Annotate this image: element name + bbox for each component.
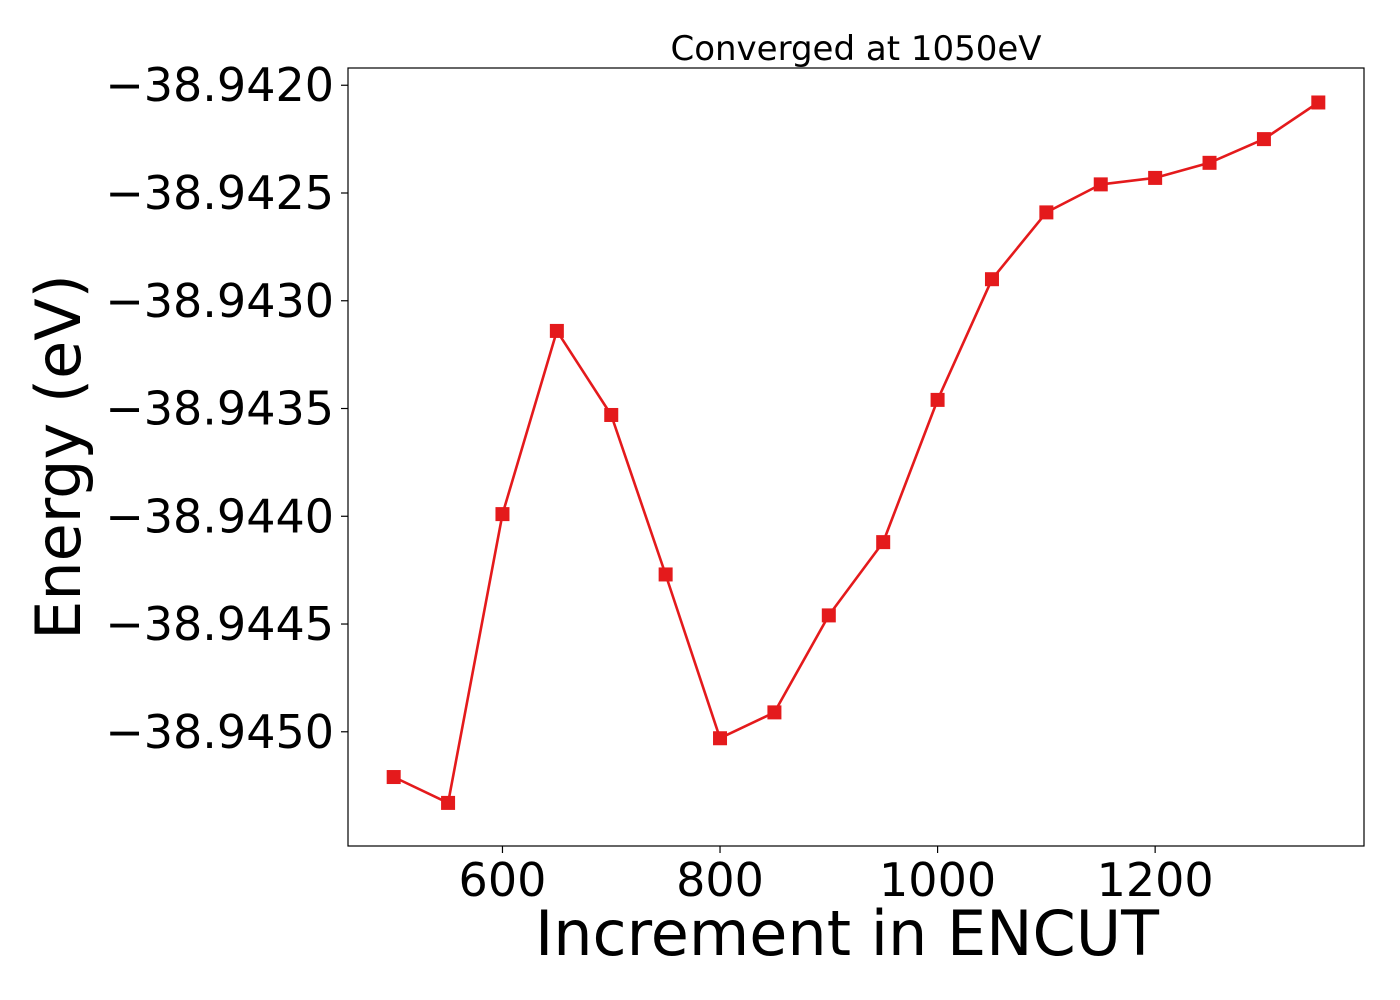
data-point xyxy=(876,535,891,550)
plot-frame xyxy=(347,67,1365,847)
y-tick-label: −38.9420 xyxy=(105,58,334,112)
y-tick-label: −38.9440 xyxy=(105,489,334,543)
y-tick-label: −38.9430 xyxy=(105,274,334,328)
data-point xyxy=(1093,177,1108,192)
data-point xyxy=(1148,170,1163,185)
data-point xyxy=(984,272,999,287)
chart-title: Converged at 1050eV xyxy=(670,29,1041,69)
data-point xyxy=(713,731,728,746)
data-point xyxy=(549,323,564,338)
x-tick-label: 800 xyxy=(676,853,764,907)
y-axis: −38.9420 −38.9425 −38.9430 −38.9435 −38.9440… xyxy=(105,58,348,759)
data-point xyxy=(1311,95,1326,110)
data-point xyxy=(386,770,401,785)
y-tick-label: −38.9445 xyxy=(105,597,334,651)
data-point xyxy=(1039,205,1054,220)
data-point xyxy=(1202,155,1217,170)
x-tick-label: 1000 xyxy=(879,853,996,907)
x-tick-label: 600 xyxy=(459,853,547,907)
data-point xyxy=(658,567,673,582)
data-point xyxy=(441,795,456,810)
x-tick-label: 1200 xyxy=(1097,853,1214,907)
data-point xyxy=(495,507,510,522)
data-point xyxy=(1256,132,1271,147)
y-axis-title: Energy (eV) xyxy=(22,274,95,640)
data-point xyxy=(930,392,945,407)
y-tick-label: −38.9425 xyxy=(105,166,334,220)
x-axis-title: Increment in ENCUT xyxy=(535,897,1160,970)
data-point xyxy=(767,705,782,720)
series-line xyxy=(393,101,1320,805)
data-point xyxy=(821,608,836,623)
series-layer xyxy=(386,95,1326,810)
data-point xyxy=(604,407,619,422)
x-axis: 600 800 1000 1200 xyxy=(459,846,1214,907)
y-tick-label: −38.9435 xyxy=(105,382,334,436)
y-tick-label: −38.9450 xyxy=(105,705,334,759)
